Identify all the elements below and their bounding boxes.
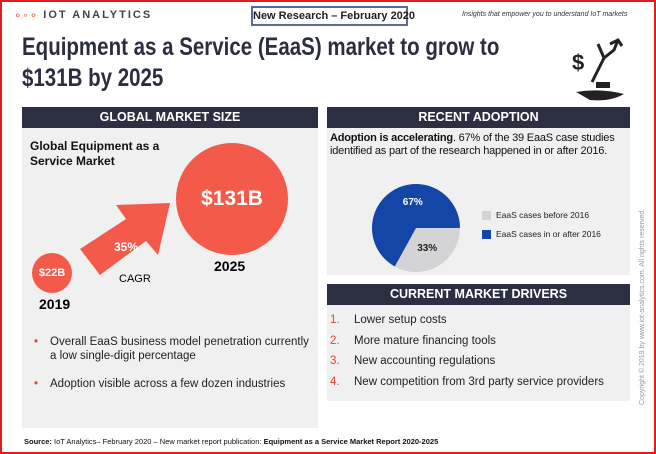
drivers-panel: CURRENT MARKET DRIVERS 1. Lower setup cos…: [327, 284, 630, 401]
logo: ∘◦∘ IOT ANALYTICS: [14, 8, 152, 22]
tagline: Insights that empower you to understand …: [462, 11, 628, 18]
legend-swatch: [482, 210, 491, 220]
bullet-item: • Overall EaaS business model penetration…: [34, 336, 309, 362]
adoption-panel: RECENT ADOPTION Adoption is accelerating…: [327, 107, 630, 275]
logo-text: IOT ANALYTICS: [43, 9, 153, 21]
adoption-pie-chart: 33% 67%: [372, 184, 460, 272]
start-value-circle: $22B: [32, 253, 72, 293]
source-footer: Source: IoT Analytics– February 2020 – N…: [24, 437, 439, 446]
end-year: 2025: [214, 258, 246, 274]
market-size-header: GLOBAL MARKET SIZE: [22, 107, 318, 128]
driver-item: 4. New competition from 3rd party service…: [330, 375, 604, 388]
legend-item: EaaS cases before 2016: [482, 210, 589, 220]
pie-slice: [372, 184, 460, 267]
driver-item: 3. New accounting regulations: [330, 355, 496, 368]
end-value-circle: $131B: [176, 143, 288, 255]
legend-swatch: [482, 229, 491, 239]
market-subtitle: Global Equipment as a Service Market: [30, 139, 160, 168]
svg-text:$: $: [572, 50, 584, 75]
driver-item: 2. More mature financing tools: [330, 334, 496, 347]
pie-data-label: 33%: [417, 243, 437, 254]
legend-item: EaaS cases in or after 2016: [482, 229, 601, 239]
pie-data-label: 67%: [403, 197, 423, 208]
logo-nodes-icon: ∘◦∘: [14, 8, 40, 22]
copyright: Copyright © 2019 by www.iot-analytics.co…: [639, 208, 646, 405]
robot-arm-dollar-hand-icon: $: [572, 38, 624, 101]
drivers-header: CURRENT MARKET DRIVERS: [327, 284, 630, 305]
driver-item: 1. Lower setup costs: [330, 314, 447, 327]
adoption-text: Adoption is accelerating. 67% of the 39 …: [330, 132, 615, 157]
market-size-panel: GLOBAL MARKET SIZE Global Equipment as a…: [22, 107, 318, 428]
cagr-value: 35%: [114, 240, 139, 254]
research-badge: New Research – February 2020: [251, 6, 415, 26]
start-year: 2019: [39, 296, 71, 312]
bullet-item: • Adoption visible across a few dozen ind…: [34, 378, 286, 390]
growth-arrow-icon: [80, 203, 170, 275]
page-title: Equipment as a Service (EaaS) market to …: [22, 33, 500, 92]
cagr-label: CAGR: [119, 273, 151, 285]
adoption-header: RECENT ADOPTION: [327, 107, 630, 128]
pie-slice: [394, 228, 460, 272]
